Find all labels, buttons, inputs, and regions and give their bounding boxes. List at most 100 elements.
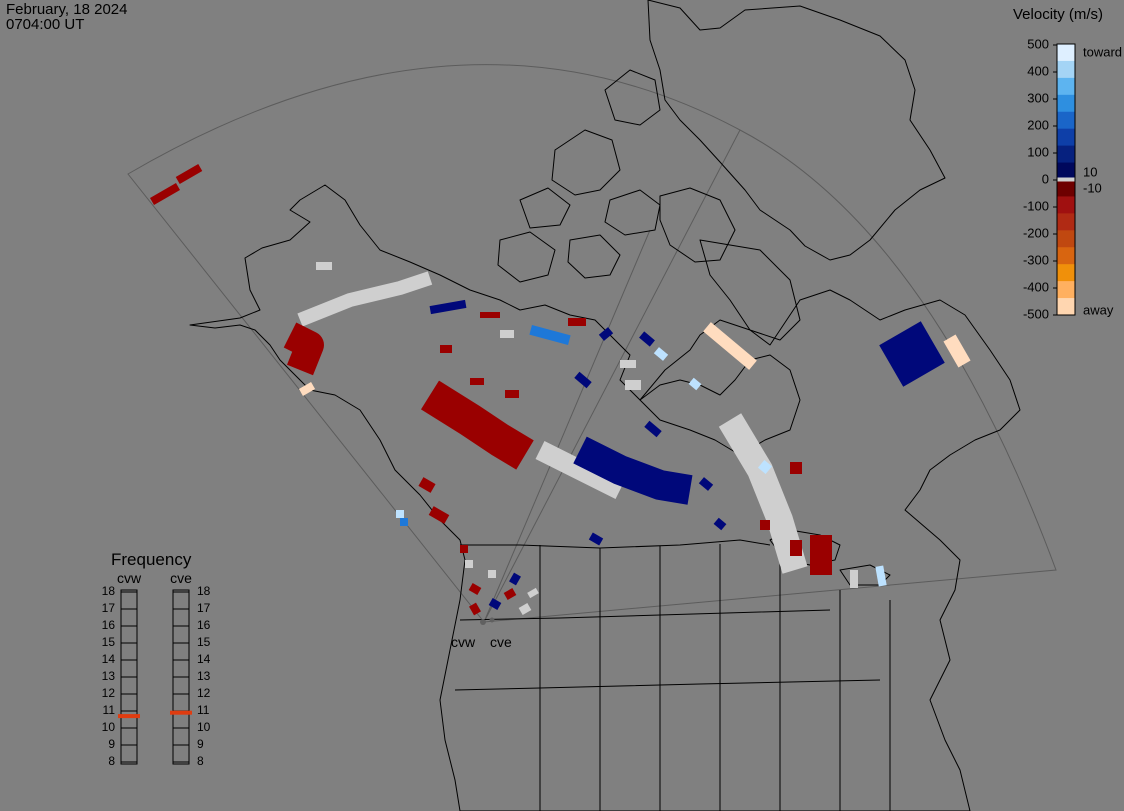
scatter-cell bbox=[469, 602, 481, 616]
scatter-cell bbox=[620, 360, 636, 368]
color-bar-segment bbox=[1057, 298, 1075, 316]
color-bar-segment bbox=[1057, 128, 1075, 147]
scatter-cell bbox=[460, 545, 468, 553]
velocity-tick-label: 300 bbox=[1027, 90, 1049, 105]
frequency-scale-label: 17 bbox=[197, 601, 211, 615]
color-bar-segment bbox=[1057, 111, 1075, 130]
scatter-band bbox=[573, 436, 693, 505]
scatter-cell bbox=[790, 462, 802, 474]
radar-site-marker bbox=[480, 619, 486, 625]
scatter-cell bbox=[518, 603, 532, 615]
scatter-cell bbox=[480, 312, 500, 318]
frequency-marker bbox=[118, 714, 140, 719]
frequency-scale-label: 16 bbox=[197, 618, 211, 632]
color-bar-segment bbox=[1057, 44, 1075, 62]
frequency-scale-label: 13 bbox=[102, 669, 116, 683]
frequency-marker bbox=[170, 710, 192, 715]
scatter-cell bbox=[698, 477, 714, 491]
scatter-band bbox=[535, 441, 625, 499]
frequency-radar-label: cvw bbox=[117, 570, 142, 586]
scatter-cell bbox=[529, 324, 571, 346]
scatter-cell bbox=[574, 371, 592, 389]
frequency-scale-label: 18 bbox=[102, 584, 116, 598]
color-bar-segment bbox=[1057, 179, 1075, 197]
radar-site-label-cve: cve bbox=[490, 634, 512, 650]
scatter-band bbox=[283, 322, 324, 376]
velocity-color-bar bbox=[1056, 43, 1076, 316]
scatter-cell bbox=[396, 510, 404, 518]
color-bar-segment bbox=[1057, 281, 1075, 299]
frequency-scale-label: 14 bbox=[197, 652, 211, 666]
scatter-cell bbox=[850, 570, 858, 588]
scatter-cell bbox=[527, 587, 539, 599]
frequency-scale-label: 15 bbox=[102, 635, 116, 649]
velocity-side-label: 10 bbox=[1083, 164, 1097, 179]
scatter-cell bbox=[505, 390, 519, 398]
scatter-band bbox=[297, 271, 433, 327]
scatter-cell bbox=[644, 420, 662, 438]
scatter-band bbox=[718, 413, 808, 574]
frequency-scale-label: 11 bbox=[197, 703, 210, 717]
scatter-cell bbox=[598, 327, 614, 341]
scatter-cell bbox=[588, 532, 604, 546]
velocity-tick-label: -100 bbox=[1023, 198, 1049, 213]
frequency-scale-label: 8 bbox=[197, 754, 204, 768]
scatter-cell bbox=[568, 318, 586, 326]
scatter-cell bbox=[175, 164, 203, 184]
scatter-cell bbox=[488, 598, 502, 610]
frequency-scale-label: 9 bbox=[108, 737, 115, 751]
color-bar-segment bbox=[1057, 213, 1075, 231]
scatter-cell bbox=[943, 334, 971, 368]
frequency-panel-title: Frequency bbox=[111, 550, 192, 569]
scatter-cell bbox=[465, 560, 473, 568]
scatter-cell bbox=[790, 540, 802, 556]
color-bar-segment bbox=[1057, 247, 1075, 265]
date-label: February, 18 2024 bbox=[6, 1, 128, 18]
frequency-scale-label: 16 bbox=[102, 618, 116, 632]
velocity-side-label: toward bbox=[1083, 44, 1122, 59]
velocity-tick-label: 500 bbox=[1027, 36, 1049, 51]
scatter-cell bbox=[418, 477, 436, 493]
radar-site-marker bbox=[489, 617, 495, 623]
radar-site-label-cvw: cvw bbox=[451, 634, 476, 650]
scatter-cell bbox=[316, 262, 332, 270]
coastlines bbox=[189, 0, 1021, 811]
scatter-cell bbox=[875, 565, 887, 587]
scatter-cell bbox=[400, 518, 408, 526]
scatter-cell bbox=[625, 380, 641, 390]
velocity-tick-label: -400 bbox=[1023, 279, 1049, 294]
scatter-cells bbox=[150, 164, 971, 616]
scatter-cell bbox=[440, 345, 452, 353]
velocity-legend-title: Velocity (m/s) bbox=[1013, 6, 1104, 23]
scatter-cell bbox=[500, 330, 514, 338]
velocity-tick-label: 0 bbox=[1042, 171, 1049, 186]
scatter-cell bbox=[757, 459, 773, 475]
scatter-cell bbox=[429, 299, 467, 315]
color-bar-segment bbox=[1057, 162, 1075, 180]
fov-outline bbox=[127, 64, 1057, 623]
scatter-cell bbox=[639, 331, 655, 347]
velocity-side-label: away bbox=[1083, 302, 1114, 317]
scatter-cell bbox=[298, 382, 316, 396]
frequency-scale-label: 11 bbox=[103, 703, 116, 717]
frequency-bars: cvw18171615141312111098cve18171615141312… bbox=[102, 570, 211, 768]
scatter-cell bbox=[703, 322, 757, 370]
velocity-side-label: -10 bbox=[1083, 180, 1102, 195]
velocity-tick-labels: 500 400 300 200 100 0 -100 -200 -300 -400 -500 10-1… bbox=[1023, 36, 1122, 321]
scatter-cell bbox=[760, 520, 770, 530]
scatter-cell bbox=[688, 377, 702, 391]
color-bar-segment bbox=[1057, 60, 1075, 79]
frequency-scale-label: 17 bbox=[102, 601, 116, 615]
velocity-tick-label: 200 bbox=[1027, 117, 1049, 132]
color-bar-segment bbox=[1057, 196, 1075, 214]
date-time-header: February, 18 2024 0704:00 UT bbox=[6, 2, 127, 32]
frequency-scale-label: 12 bbox=[197, 686, 211, 700]
scatter-cell bbox=[470, 378, 484, 385]
scatter-cell bbox=[810, 535, 832, 575]
frequency-radar-label: cve bbox=[170, 570, 192, 586]
frequency-scale-label: 8 bbox=[108, 754, 115, 768]
scatter-cell bbox=[428, 506, 450, 524]
scatter-cell bbox=[653, 347, 669, 361]
scatter-cell bbox=[468, 583, 482, 595]
